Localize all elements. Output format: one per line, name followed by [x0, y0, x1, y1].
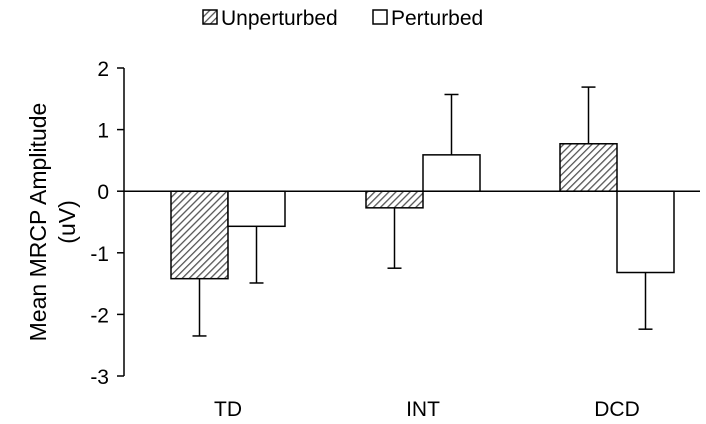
x-tick-label: DCD	[594, 398, 640, 421]
bar-unperturbed-td	[170, 190, 229, 280]
x-axis-labels: TD INT DCD	[214, 398, 640, 421]
bar-perturbed-dcd	[616, 190, 675, 274]
legend-label-perturbed: Perturbed	[391, 7, 483, 30]
y-axis-ticks: 2 1 0 -1 -2 -3	[90, 58, 124, 389]
bar-perturbed-int	[422, 154, 481, 192]
legend-swatch-unperturbed	[202, 9, 218, 25]
y-tick-label: -1	[90, 243, 109, 266]
bar-unperturbed-int	[365, 190, 424, 209]
legend-label-unperturbed: Unperturbed	[221, 7, 338, 30]
y-tick-label: 1	[97, 120, 109, 143]
y-axis-label-unit: (uV)	[54, 200, 80, 243]
legend-swatch-perturbed	[372, 9, 388, 25]
bar-perturbed-td	[227, 190, 286, 228]
legend: Unperturbed Perturbed	[202, 7, 483, 30]
x-tick-label: INT	[406, 398, 440, 421]
y-axis-label: Mean MRCP Amplitude	[25, 103, 51, 342]
x-tick-label: TD	[214, 398, 242, 421]
error-bars	[192, 86, 653, 337]
y-tick-label: 0	[97, 181, 109, 204]
y-tick-label: -2	[90, 304, 109, 327]
bars	[170, 143, 675, 280]
y-tick-label: 2	[97, 58, 109, 81]
y-tick-label: -3	[90, 366, 109, 389]
bar-unperturbed-dcd	[559, 143, 618, 192]
